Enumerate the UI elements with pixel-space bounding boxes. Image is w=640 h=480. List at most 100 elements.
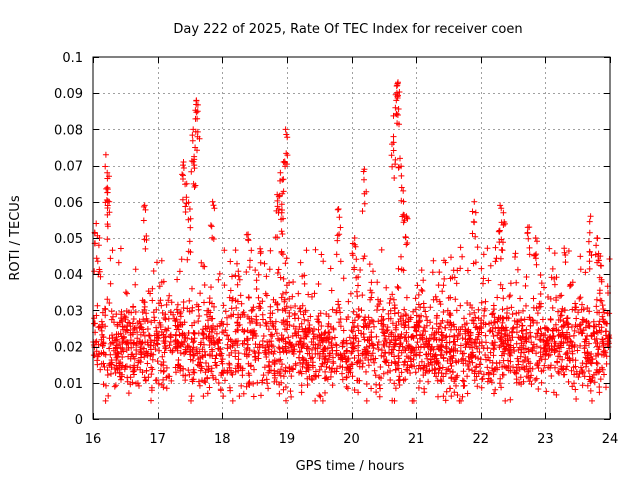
data-point (315, 281, 322, 287)
data-point (100, 349, 107, 356)
data-point (593, 353, 599, 359)
data-point (305, 291, 312, 298)
data-point (591, 323, 598, 330)
data-point (467, 354, 474, 360)
data-point (359, 208, 366, 215)
data-point (415, 323, 422, 330)
data-point (310, 331, 317, 338)
data-point (343, 374, 350, 380)
data-point (185, 367, 192, 374)
data-point (430, 332, 437, 338)
data-point (187, 351, 193, 358)
data-point (438, 320, 444, 327)
data-point (515, 361, 522, 368)
data-point (535, 365, 542, 371)
data-point (163, 364, 170, 371)
data-point (109, 332, 115, 339)
data-point (197, 290, 204, 297)
data-point (446, 311, 453, 318)
data-point (526, 378, 533, 385)
data-point (539, 316, 546, 323)
data-point (340, 275, 347, 282)
data-point (360, 168, 367, 175)
data-point (367, 287, 374, 294)
data-point (330, 360, 337, 367)
data-point (476, 340, 483, 347)
data-point (519, 327, 526, 334)
data-point (555, 308, 561, 315)
data-point (536, 336, 543, 343)
data-point (178, 256, 185, 263)
data-point (148, 346, 154, 353)
data-point (272, 326, 279, 333)
data-point (476, 349, 483, 355)
data-point (467, 302, 474, 308)
data-point (489, 365, 495, 372)
data-point (234, 362, 241, 369)
data-point (189, 132, 196, 139)
data-point (478, 265, 485, 272)
data-point (460, 355, 467, 362)
data-point (543, 388, 550, 395)
data-point (380, 306, 386, 313)
data-point (316, 355, 323, 362)
data-point (341, 353, 348, 360)
data-point (122, 329, 129, 335)
data-point (490, 319, 497, 326)
data-point (432, 293, 439, 300)
data-point (514, 355, 521, 362)
data-point (186, 238, 193, 245)
data-point (143, 367, 150, 374)
data-point (244, 341, 251, 348)
data-point (203, 334, 210, 341)
data-point (180, 165, 187, 171)
data-point (130, 304, 137, 311)
data-point (464, 267, 471, 274)
data-point (391, 302, 398, 309)
data-point (283, 289, 290, 296)
data-point (187, 249, 194, 256)
data-point (218, 352, 224, 359)
data-point (226, 384, 233, 391)
data-point (220, 370, 227, 377)
data-point (143, 233, 150, 239)
data-point (369, 341, 376, 348)
data-point (559, 356, 566, 363)
data-point (417, 331, 424, 338)
data-point (267, 303, 274, 310)
data-point (298, 382, 305, 389)
data-point (571, 371, 578, 378)
data-point (168, 377, 175, 384)
data-point (580, 317, 587, 324)
data-point (243, 383, 250, 390)
data-point (500, 295, 507, 302)
data-point (439, 364, 446, 371)
data-point (98, 318, 105, 325)
data-point (586, 308, 593, 315)
data-point (209, 326, 216, 333)
data-point (389, 291, 396, 298)
data-point (459, 377, 466, 384)
data-point (277, 356, 284, 363)
data-point (449, 274, 456, 281)
data-point (245, 294, 252, 301)
data-point (132, 281, 139, 288)
data-point (202, 379, 209, 386)
data-point (132, 266, 139, 273)
x-tick-label: 16 (85, 432, 102, 447)
data-point (510, 364, 516, 371)
data-point (440, 282, 447, 289)
data-point (490, 352, 497, 359)
data-point (365, 324, 372, 331)
data-point (211, 303, 217, 310)
data-point (139, 369, 146, 376)
data-point (215, 276, 222, 283)
data-point (457, 348, 464, 355)
data-point (578, 306, 585, 313)
data-point (315, 313, 322, 319)
data-point (371, 367, 378, 374)
data-point (564, 315, 571, 321)
data-point (490, 333, 497, 339)
data-point (330, 325, 337, 332)
data-point (553, 297, 560, 304)
